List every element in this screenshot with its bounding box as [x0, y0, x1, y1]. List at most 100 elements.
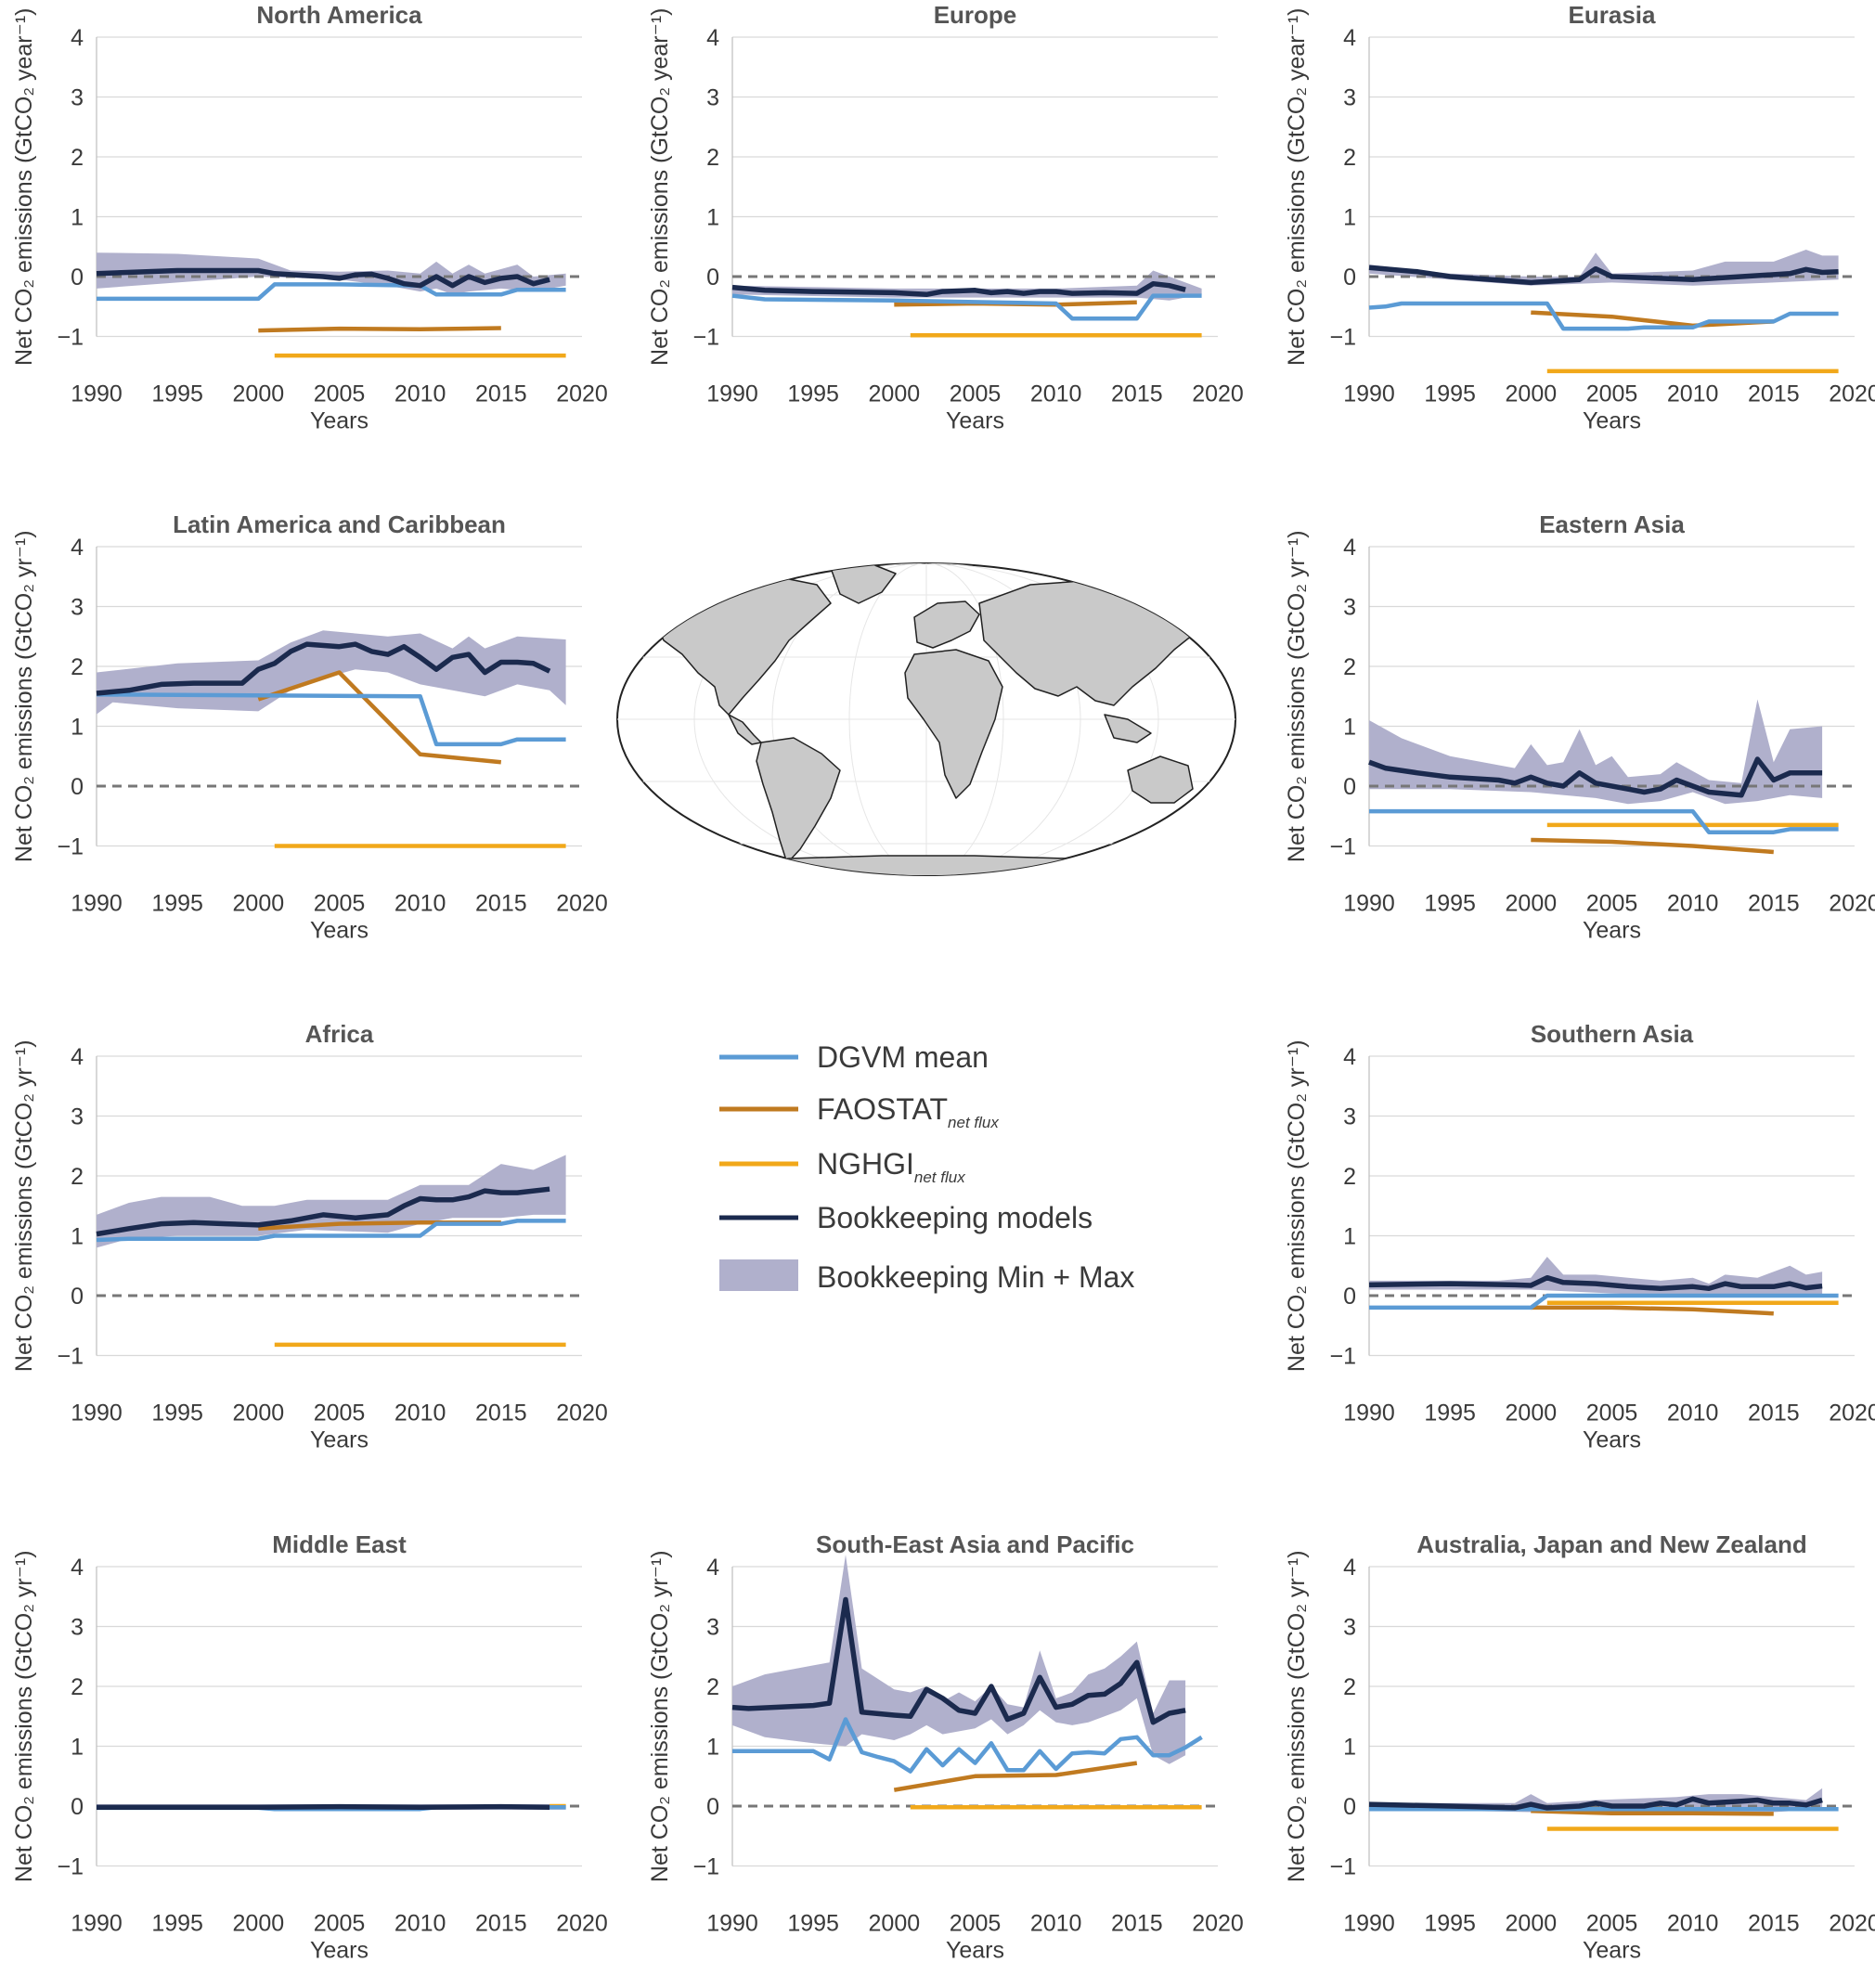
y-tick-label: 1 — [1343, 1735, 1356, 1761]
y-tick-label: 4 — [1343, 535, 1356, 561]
series-bookkeeping — [96, 1186, 550, 1237]
panel-middle-east: Middle East 4 3 2 1 0 −1 1990 1995 2000 2005 2010 20… — [11, 1530, 608, 1964]
y-tick-label: 1 — [706, 1735, 719, 1761]
x-tick-label: 2005 — [1586, 1911, 1638, 1937]
x-tick-label: 2005 — [314, 1911, 366, 1937]
y-tick-label: 4 — [706, 1555, 719, 1581]
x-tick-label: 2010 — [1667, 1911, 1719, 1937]
x-tick-label: 2000 — [233, 1911, 285, 1937]
y-tick-label: 4 — [1343, 1555, 1356, 1581]
y-tick-label: −1 — [1329, 1344, 1356, 1370]
y-tick-label: 1 — [1343, 1224, 1356, 1250]
y-tick-label: 0 — [706, 265, 719, 290]
x-tick-label: 2000 — [1506, 381, 1558, 407]
x-tick-label: 2010 — [1667, 381, 1719, 407]
series-bookkeeping-min-max — [732, 270, 1202, 301]
y-axis-label: Net CO₂ emissions (GtCO₂ year⁻¹) — [11, 8, 37, 366]
series-dgvm — [1368, 301, 1839, 331]
series-dgvm — [96, 692, 566, 747]
y-tick-label: 4 — [71, 25, 84, 51]
panel-australia-japan-and-new-zealand: Australia, Japan and New Zealand 4 3 2 1 0 −1 1… — [1284, 1530, 1875, 1964]
panel-eurasia: Eurasia 4 3 2 1 0 −1 1990 1995 2000 2005 2010 2015 20… — [1284, 1, 1875, 434]
series-bookkeeping-min-max — [1369, 250, 1839, 286]
series-bookkeeping-min-max — [1369, 1257, 1823, 1296]
series-dgvm — [1369, 808, 1839, 834]
panel-title: Africa — [305, 1020, 374, 1048]
x-tick-label: 2000 — [233, 891, 285, 917]
x-tick-label: 1990 — [71, 1911, 123, 1937]
y-tick-label: 4 — [706, 25, 719, 51]
x-tick-label: 1995 — [1424, 1401, 1476, 1426]
x-tick-label: 2015 — [1748, 1401, 1800, 1426]
x-tick-label: 1995 — [787, 381, 839, 407]
y-axis-label: Net CO₂ emissions (GtCO₂ year⁻¹) — [1284, 8, 1310, 366]
y-tick-label: 3 — [1343, 85, 1356, 111]
australia-shape — [1127, 755, 1194, 804]
x-tick-label: 2005 — [950, 1911, 1002, 1937]
y-axis-label: Net CO₂ emissions (GtCO₂ yr⁻¹) — [1284, 1039, 1310, 1372]
x-axis-label: Years — [1583, 1427, 1641, 1453]
y-tick-label: 3 — [71, 1615, 84, 1641]
y-axis-label: Net CO₂ emissions (GtCO₂ yr⁻¹) — [11, 1550, 37, 1882]
y-tick-label: 1 — [706, 205, 719, 231]
x-tick-label: 2020 — [1829, 381, 1875, 407]
y-tick-label: 3 — [1343, 595, 1356, 621]
south-america-shape — [756, 737, 841, 864]
x-tick-label: 2005 — [314, 891, 366, 917]
x-tick-label: 2010 — [1667, 1401, 1719, 1426]
x-tick-label: 2020 — [556, 891, 608, 917]
legend-swatch-minmax — [719, 1259, 798, 1291]
panel-title: Eastern Asia — [1539, 510, 1685, 538]
series-faostat — [1531, 310, 1774, 329]
y-tick-label: 4 — [1343, 25, 1356, 51]
europe-shape — [913, 600, 980, 649]
y-tick-label: −1 — [57, 1854, 84, 1880]
y-tick-label: 3 — [1343, 1104, 1356, 1130]
world-map-icon — [616, 562, 1236, 876]
x-tick-label: 2000 — [233, 1401, 285, 1426]
series-faostat — [1531, 837, 1774, 855]
y-tick-label: −1 — [1329, 834, 1356, 860]
y-axis-label: Net CO₂ emissions (GtCO₂ yr⁻¹) — [647, 1550, 673, 1882]
y-tick-label: −1 — [1329, 1854, 1356, 1880]
y-tick-label: 4 — [1343, 1044, 1356, 1070]
legend-label-nghgi-main: NGHGI — [817, 1147, 914, 1181]
y-tick-label: 2 — [71, 145, 84, 171]
y-tick-label: 0 — [1343, 1794, 1356, 1820]
y-tick-label: 4 — [71, 1555, 84, 1581]
x-axis-label: Years — [310, 408, 369, 434]
x-tick-label: 2010 — [394, 891, 446, 917]
y-tick-label: 1 — [71, 715, 84, 741]
legend-label-nghgi: NGHGInet flux — [817, 1147, 965, 1186]
y-tick-label: 2 — [706, 145, 719, 171]
x-tick-label: 2000 — [869, 381, 921, 407]
x-tick-label: 2000 — [1506, 1401, 1558, 1426]
x-tick-label: 2020 — [1829, 1911, 1875, 1937]
panel-title: Europe — [934, 1, 1017, 29]
series-faostat — [1531, 1305, 1774, 1316]
x-tick-label: 2000 — [1506, 891, 1558, 917]
panel-southern-asia: Southern Asia 4 3 2 1 0 −1 1990 1995 2000 2005 2010… — [1284, 1020, 1875, 1453]
series-bookkeeping — [96, 641, 551, 696]
x-tick-label: 2015 — [1748, 1911, 1800, 1937]
x-axis-label: Years — [310, 1938, 369, 1964]
y-tick-label: 2 — [1343, 1674, 1356, 1700]
series-bookkeeping — [1368, 756, 1823, 798]
series-faostat — [1531, 1808, 1774, 1816]
x-tick-label: 2020 — [556, 1911, 608, 1937]
legend-label-nghgi-sub: net flux — [914, 1168, 965, 1186]
x-tick-label: 2020 — [556, 381, 608, 407]
y-axis-label: Net CO₂ emissions (GtCO₂ yr⁻¹) — [1284, 1550, 1310, 1882]
x-tick-label: 1995 — [151, 1401, 203, 1426]
y-tick-label: 2 — [71, 1674, 84, 1700]
legend-label-minmax: Bookkeeping Min + Max — [817, 1260, 1134, 1294]
y-tick-label: 0 — [71, 774, 84, 800]
series-bookkeeping — [97, 1803, 550, 1811]
y-tick-label: 0 — [1343, 1284, 1356, 1310]
panel-eastern-asia: Eastern Asia 4 3 2 1 0 −1 1990 1995 2000 2005 2010 2… — [1284, 510, 1875, 944]
series-faostat — [258, 326, 501, 333]
x-tick-label: 2010 — [394, 381, 446, 407]
series-bookkeeping — [96, 267, 550, 289]
x-tick-label: 2005 — [1586, 891, 1638, 917]
x-tick-label: 2000 — [869, 1911, 921, 1937]
